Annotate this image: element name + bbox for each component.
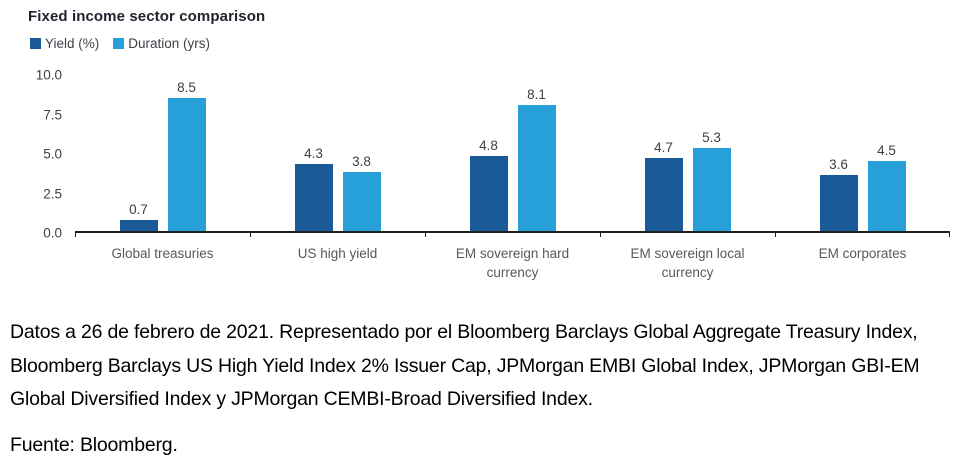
bar-duration-yrs-em-corporates: 4.5: [867, 143, 906, 231]
legend-label: Duration (yrs): [128, 36, 211, 51]
x-axis-tick: [949, 231, 950, 237]
y-tick-label: 5.0: [43, 146, 62, 162]
bar-duration-yrs-global-treasuries: 8.5: [167, 80, 206, 231]
plot-area: 0.7 8.5 4.3 3.8 4.8 8.1 4.7 5.3 3.6 4.5: [75, 75, 950, 237]
bar-value-label: 4.3: [304, 145, 323, 161]
bar-value-label: 4.5: [877, 142, 896, 158]
bar-group-em-sovereign-local-currency: 4.7 5.3: [600, 75, 775, 231]
chart-title: Fixed income sector comparison: [28, 8, 266, 25]
x-axis-tick: [600, 231, 601, 237]
bar-yield-em-sovereign-local-currency: 4.7: [644, 140, 683, 231]
legend-item-yield: Yield (%): [30, 36, 99, 51]
x-axis-tick: [75, 231, 76, 237]
source-text: Fuente: Bloomberg.: [10, 434, 178, 456]
bar-yield-em-corporates: 3.6: [819, 157, 858, 231]
chart-legend: Yield (%) Duration (yrs): [30, 36, 210, 51]
x-label-text: EM sovereign hard currency: [455, 246, 570, 280]
bar-yield-global-treasuries: 0.7: [119, 202, 158, 231]
bar-value-label: 8.1: [527, 86, 546, 102]
x-label-text: Global treasuries: [111, 246, 214, 261]
x-label-global-treasuries: Global treasuries: [75, 245, 250, 283]
x-label-em-sovereign-local-currency: EM sovereign local currency: [600, 245, 775, 283]
x-label-em-sovereign-hard-currency: EM sovereign hard currency: [425, 245, 600, 283]
bar-value-label: 4.7: [654, 139, 673, 155]
legend-label: Yield (%): [45, 36, 100, 51]
bar-value-label: 8.5: [177, 80, 196, 96]
bar-value-label: 3.8: [352, 153, 371, 169]
bar-value-label: 3.6: [829, 156, 848, 172]
x-label-em-corporates: EM corporates: [775, 245, 950, 283]
legend-swatch-icon: [113, 38, 125, 49]
bar-duration-yrs-us-high-yield: 3.8: [342, 154, 381, 231]
bar-value-label: 4.8: [479, 138, 498, 154]
x-axis-tick: [775, 231, 776, 237]
bar-group-us-high-yield: 4.3 3.8: [250, 75, 425, 231]
bar-yield-us-high-yield: 4.3: [294, 146, 333, 231]
x-label-text: EM corporates: [818, 246, 907, 261]
bar-duration-yrs-em-sovereign-hard-currency: 8.1: [517, 87, 556, 231]
x-label-text: EM sovereign local currency: [630, 246, 745, 280]
footnote-text: Datos a 26 de febrero de 2021. Represent…: [10, 321, 920, 411]
y-tick-label: 10.0: [35, 67, 62, 83]
bar-duration-yrs-em-sovereign-local-currency: 5.3: [692, 130, 731, 231]
legend-item-duration-yrs: Duration (yrs): [113, 36, 210, 51]
x-label-us-high-yield: US high yield: [250, 245, 425, 283]
y-tick-label: 7.5: [43, 107, 62, 122]
bar-value-label: 5.3: [702, 130, 721, 146]
bar-yield-em-sovereign-hard-currency: 4.8: [469, 138, 508, 231]
y-tick-label: 2.5: [43, 186, 62, 201]
legend-swatch-icon: [30, 38, 41, 49]
x-axis-tick: [250, 231, 251, 237]
x-label-text: US high yield: [297, 246, 378, 261]
y-tick-label: 0.0: [43, 225, 62, 241]
x-axis-labels: Global treasuries US high yield EM soverei…: [75, 245, 950, 283]
bar-group-em-corporates: 3.6 4.5: [775, 75, 950, 231]
x-axis-tick: [425, 231, 426, 237]
bar-group-em-sovereign-hard-currency: 4.8 8.1: [425, 75, 600, 231]
bar-group-global-treasuries: 0.7 8.5: [75, 75, 250, 231]
bar-value-label: 0.7: [129, 202, 148, 218]
